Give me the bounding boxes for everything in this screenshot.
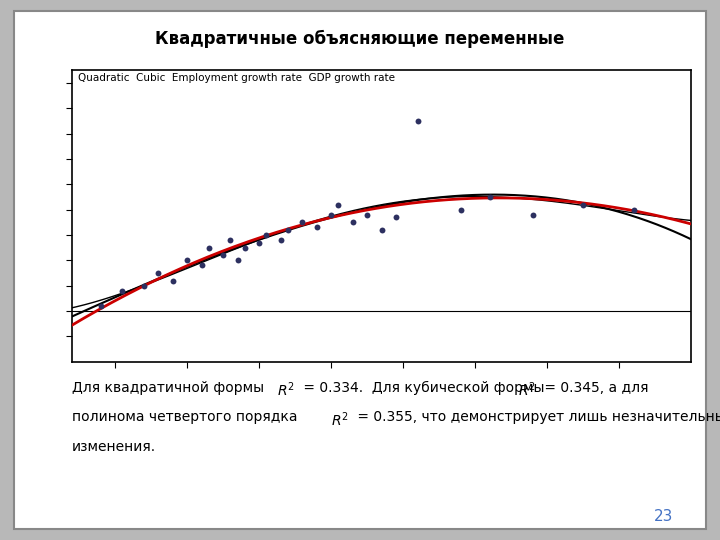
Point <box>261 231 272 239</box>
Point <box>275 236 287 245</box>
Point <box>347 218 359 227</box>
Point <box>628 205 639 214</box>
Text: = 0.345, а для: = 0.345, а для <box>540 381 649 395</box>
Point <box>181 256 193 265</box>
Point <box>217 251 229 260</box>
Point <box>311 223 323 232</box>
Text: Для квадратичной формы: Для квадратичной формы <box>72 381 269 395</box>
Text: $\mathit{R}^2$: $\mathit{R}^2$ <box>518 381 536 399</box>
Point <box>196 261 207 270</box>
Point <box>117 287 128 295</box>
Point <box>577 200 589 209</box>
Point <box>361 211 373 219</box>
Point <box>376 226 387 234</box>
Text: 23: 23 <box>654 509 673 524</box>
Point <box>167 276 179 285</box>
Point <box>390 213 402 221</box>
Text: $\mathit{R}^2$: $\mathit{R}^2$ <box>331 410 349 429</box>
Point <box>253 238 265 247</box>
Point <box>203 244 215 252</box>
Point <box>153 269 164 278</box>
Point <box>297 218 308 227</box>
Text: изменения.: изменения. <box>72 440 156 454</box>
Point <box>232 256 243 265</box>
Point <box>484 193 495 201</box>
Point <box>138 281 150 290</box>
Point <box>95 302 107 310</box>
Point <box>239 244 251 252</box>
FancyBboxPatch shape <box>14 11 706 529</box>
Point <box>527 211 539 219</box>
Point <box>412 117 423 125</box>
Text: $\mathit{R}^2$: $\mathit{R}^2$ <box>277 381 295 399</box>
Point <box>225 236 236 245</box>
Point <box>455 205 467 214</box>
Text: = 0.355, что демонстрирует лишь незначительные: = 0.355, что демонстрирует лишь незначит… <box>353 410 720 424</box>
Text: Quadratic  Cubic  Employment growth rate  GDP growth rate: Quadratic Cubic Employment growth rate G… <box>78 73 395 83</box>
Point <box>282 226 294 234</box>
Text: полинома четвертого порядка: полинома четвертого порядка <box>72 410 302 424</box>
Text: = 0.334.  Для кубической формы: = 0.334. Для кубической формы <box>299 381 549 395</box>
Point <box>333 200 344 209</box>
Point <box>325 211 337 219</box>
Text: Квадратичные объясняющие переменные: Квадратичные объясняющие переменные <box>156 30 564 48</box>
